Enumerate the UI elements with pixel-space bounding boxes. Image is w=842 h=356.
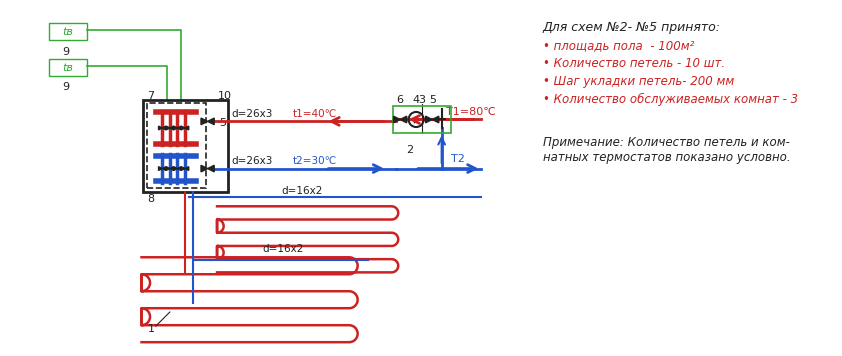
Text: 4: 4 bbox=[413, 95, 419, 105]
Polygon shape bbox=[163, 126, 166, 130]
Polygon shape bbox=[393, 116, 400, 123]
Text: натных термостатов показано условно.: натных термостатов показано условно. bbox=[542, 151, 791, 164]
Polygon shape bbox=[201, 165, 208, 172]
Polygon shape bbox=[178, 126, 181, 130]
Text: 9: 9 bbox=[62, 47, 70, 57]
Polygon shape bbox=[208, 118, 214, 125]
Polygon shape bbox=[163, 167, 166, 171]
Polygon shape bbox=[170, 167, 173, 171]
Bar bbox=[392, 106, 451, 133]
Text: 5: 5 bbox=[429, 95, 435, 105]
Bar bbox=[49, 59, 87, 76]
Bar bbox=[49, 23, 87, 40]
Text: tв: tв bbox=[62, 27, 73, 37]
Polygon shape bbox=[201, 118, 208, 125]
Text: 5: 5 bbox=[219, 118, 226, 128]
Text: 10: 10 bbox=[217, 91, 232, 101]
Polygon shape bbox=[170, 126, 173, 130]
Text: 1: 1 bbox=[147, 324, 154, 334]
Polygon shape bbox=[432, 116, 439, 123]
Bar bbox=[143, 100, 228, 192]
Text: • площадь пола  - 100м²: • площадь пола - 100м² bbox=[542, 40, 694, 52]
Text: 8: 8 bbox=[147, 194, 155, 204]
Polygon shape bbox=[178, 167, 181, 171]
Polygon shape bbox=[166, 126, 170, 130]
Polygon shape bbox=[158, 126, 163, 130]
Polygon shape bbox=[185, 126, 189, 130]
Polygon shape bbox=[181, 167, 185, 171]
Polygon shape bbox=[400, 116, 407, 123]
Text: • Количество обслуживаемых комнат - 3: • Количество обслуживаемых комнат - 3 bbox=[542, 93, 797, 106]
Text: 6: 6 bbox=[397, 95, 403, 105]
Text: Для схем №2- №5 принято:: Для схем №2- №5 принято: bbox=[542, 21, 721, 33]
Polygon shape bbox=[173, 167, 178, 171]
Polygon shape bbox=[173, 126, 178, 130]
Text: d=26x3: d=26x3 bbox=[232, 109, 273, 119]
Text: T2: T2 bbox=[451, 154, 465, 164]
Polygon shape bbox=[181, 126, 185, 130]
Text: d=16x2: d=16x2 bbox=[263, 244, 304, 254]
Text: 3: 3 bbox=[418, 95, 425, 105]
Bar bbox=[147, 104, 205, 188]
Text: 7: 7 bbox=[147, 91, 155, 101]
Text: T1=80℃: T1=80℃ bbox=[446, 107, 496, 117]
Text: tв: tв bbox=[62, 63, 73, 73]
Text: t2=30℃: t2=30℃ bbox=[292, 156, 337, 166]
Text: Примечание: Количество петель и ком-: Примечание: Количество петель и ком- bbox=[542, 136, 790, 149]
Polygon shape bbox=[208, 165, 214, 172]
Text: d=16x2: d=16x2 bbox=[281, 186, 322, 196]
Text: • Шаг укладки петель- 200 мм: • Шаг укладки петель- 200 мм bbox=[542, 75, 734, 88]
Polygon shape bbox=[425, 116, 432, 123]
Text: t1=40℃: t1=40℃ bbox=[292, 109, 337, 119]
Text: d=26x3: d=26x3 bbox=[232, 156, 273, 166]
Text: 9: 9 bbox=[62, 82, 70, 93]
Polygon shape bbox=[166, 167, 170, 171]
Text: 2: 2 bbox=[406, 145, 413, 155]
Polygon shape bbox=[185, 167, 189, 171]
Polygon shape bbox=[158, 167, 163, 171]
Text: • Количество петель - 10 шт.: • Количество петель - 10 шт. bbox=[542, 57, 725, 70]
